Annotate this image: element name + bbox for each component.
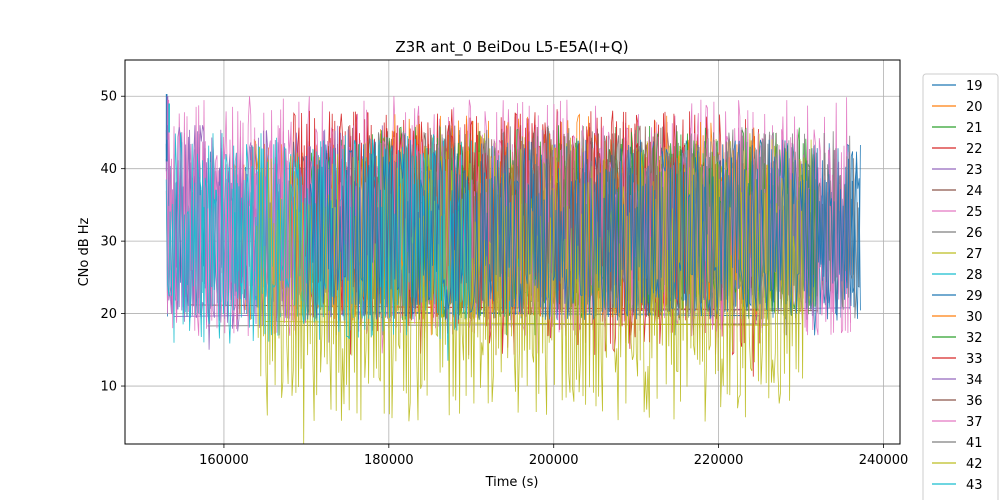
x-tick-label: 220000 (694, 453, 744, 468)
legend-label-24: 24 (966, 184, 983, 199)
legend-label-20: 20 (966, 100, 983, 115)
y-tick-label: 30 (100, 235, 117, 250)
legend-label-41: 41 (966, 436, 983, 451)
legend-label-19: 19 (966, 79, 983, 94)
legend-label-29: 29 (966, 289, 983, 304)
x-tick-label: 240000 (859, 453, 909, 468)
y-tick-label: 10 (100, 380, 117, 395)
legend-label-23: 23 (966, 163, 983, 178)
legend-label-42: 42 (966, 457, 983, 472)
y-tick-label: 50 (100, 90, 117, 105)
legend-label-26: 26 (966, 226, 983, 241)
y-tick-label: 40 (100, 162, 117, 177)
legend: 19 20 21 22 23 24 25 26 27 28 29 30 32 33 34 36 37 41 42 43… (932, 79, 983, 500)
y-axis-label: CNo dB Hz (77, 217, 92, 286)
series-line-42 (256, 146, 806, 444)
x-tick-label: 160000 (199, 453, 249, 468)
data-lines (165, 94, 861, 444)
legend-label-28: 28 (966, 268, 983, 283)
legend-label-33: 33 (966, 352, 983, 367)
baseline-trace (265, 321, 769, 326)
legend-label-32: 32 (966, 331, 983, 346)
legend-label-36: 36 (966, 394, 983, 409)
legend-label-37: 37 (966, 415, 983, 430)
chart-title: Z3R ant_0 BeiDou L5-E5A(I+Q) (395, 38, 628, 57)
series-line-41 (363, 125, 860, 336)
legend-label-43: 43 (966, 478, 983, 493)
x-axis-ticks: 160000 180000 200000 220000 240000 (199, 444, 908, 468)
x-tick-label: 180000 (364, 453, 414, 468)
plot-frame (124, 59, 901, 445)
series-line-43 (165, 132, 472, 361)
legend-label-21: 21 (966, 121, 983, 136)
x-tick-label: 200000 (529, 453, 579, 468)
legend-label-22: 22 (966, 142, 983, 157)
series-line-44 (306, 139, 860, 336)
y-axis-ticks: 10 20 30 40 50 (100, 90, 125, 395)
y-tick-label: 20 (100, 307, 117, 322)
legend-label-34: 34 (966, 373, 983, 388)
legend-box (922, 73, 999, 500)
legend-label-30: 30 (966, 310, 983, 325)
legend-label-27: 27 (966, 247, 983, 262)
legend-label-25: 25 (966, 205, 983, 220)
x-axis-label: Time (s) (485, 475, 539, 490)
